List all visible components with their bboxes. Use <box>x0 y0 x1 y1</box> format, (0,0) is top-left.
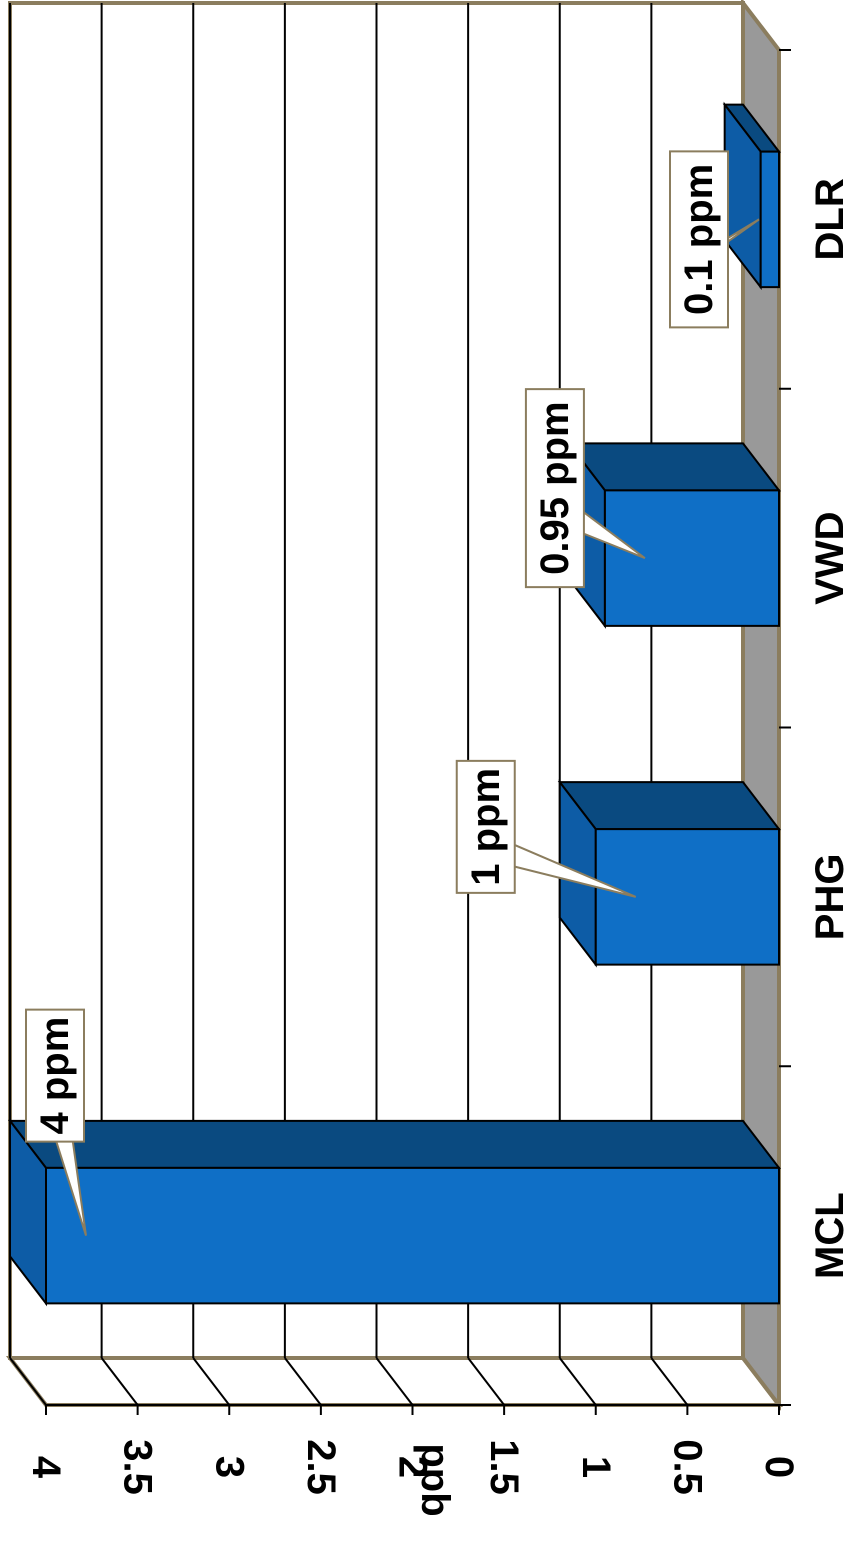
gridline-side <box>192 1357 231 1406</box>
bar-phg <box>557 779 782 968</box>
callout-box <box>524 388 585 589</box>
category-label: VWD <box>808 511 852 604</box>
y-tick-label: 2.5 <box>299 1439 343 1495</box>
data-label: 0.95 ppm <box>533 401 577 574</box>
gridline-side <box>650 1357 689 1406</box>
data-label-callout: 0.95 ppm <box>524 388 646 589</box>
data-label: 4 ppm <box>33 1017 77 1135</box>
gridline-side <box>9 1357 47 1406</box>
bar-front-face <box>45 1166 780 1305</box>
bar-dlr <box>722 101 782 291</box>
y-tick-label: 4 <box>24 1456 68 1479</box>
bar-front-face <box>603 489 780 627</box>
y-tick-label: 0 <box>757 1456 801 1478</box>
y-tick-label: 3 <box>207 1456 251 1478</box>
category-label: DLR <box>808 178 852 260</box>
y-axis-ticks: 0 0.5 1 1.5 2 2.5 3 3.5 4 <box>24 1404 801 1495</box>
category-labels: MCL PHG VWD DLR <box>779 49 852 1406</box>
bar-vwd <box>566 440 782 629</box>
data-label-callout: 1 ppm <box>455 759 637 898</box>
gridline-side <box>284 1357 322 1406</box>
category-label: PHG <box>808 854 852 941</box>
gridline-side <box>467 1357 505 1406</box>
data-label-callout: 0.1 ppm <box>669 150 760 329</box>
bar-mcl <box>7 1117 782 1307</box>
callout-box <box>455 759 516 894</box>
gridline-side <box>100 1357 139 1406</box>
bar-front-face <box>759 150 780 289</box>
y-tick-label: 1 <box>574 1456 618 1478</box>
data-label: 1 ppm <box>464 768 508 886</box>
bar-top-face <box>7 1119 782 1169</box>
data-label: 0.1 ppm <box>677 164 721 315</box>
y-axis-label: ppb <box>413 1443 457 1516</box>
data-label-callout: 4 ppm <box>25 1008 87 1236</box>
callout-box <box>25 1008 85 1143</box>
gridline-side <box>375 1357 414 1406</box>
y-tick-label: 0.5 <box>665 1439 709 1495</box>
category-label: MCL <box>808 1192 852 1279</box>
callout-box <box>669 150 729 329</box>
bar-front-face <box>594 828 780 966</box>
y-tick-label: 2 <box>391 1456 435 1478</box>
plot-area: 4 ppm 1 ppm 0.95 ppm 0.1 ppm <box>5 0 784 1411</box>
y-tick-label: 3.5 <box>116 1439 160 1495</box>
gridline-side <box>558 1357 597 1406</box>
bar-top-face <box>557 781 782 831</box>
y-tick-label: 1.5 <box>482 1439 526 1495</box>
